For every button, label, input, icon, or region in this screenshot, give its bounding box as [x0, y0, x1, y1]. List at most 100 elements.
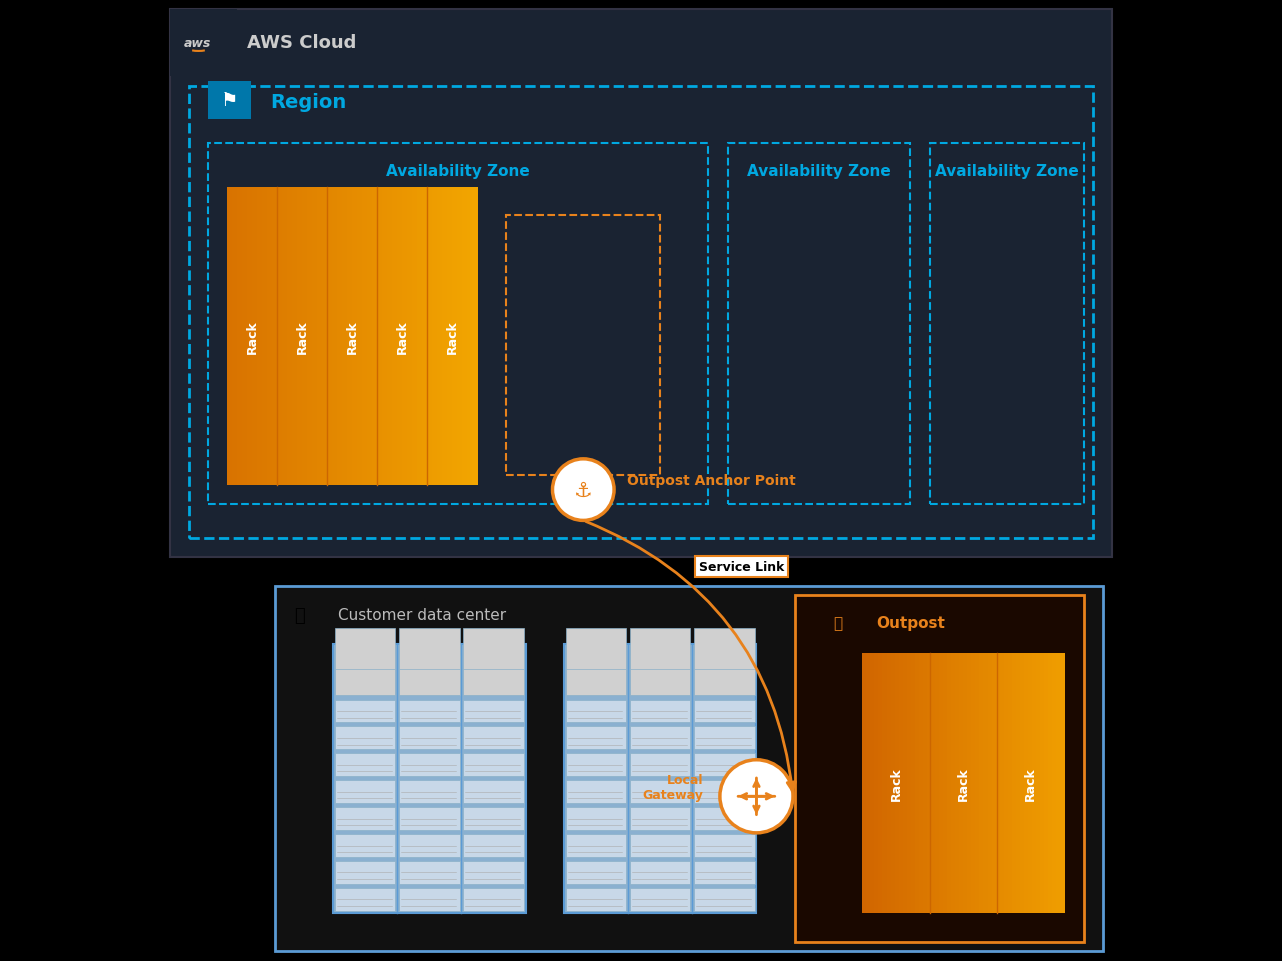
Bar [399, 700, 459, 723]
Bar [923, 653, 928, 913]
Text: Rack: Rack [396, 319, 409, 354]
Bar [1000, 653, 1005, 913]
Bar [463, 861, 523, 884]
Bar [382, 187, 388, 485]
Bar [188, 86, 1094, 538]
Bar [335, 753, 395, 776]
Bar [427, 187, 433, 485]
Bar [795, 596, 1083, 942]
Bar [463, 655, 523, 696]
Bar [335, 888, 395, 911]
Bar [991, 653, 996, 913]
Bar [263, 187, 268, 485]
Text: Service Link: Service Link [699, 560, 785, 574]
Bar [423, 187, 428, 485]
Bar [277, 187, 283, 485]
Text: Outpost: Outpost [877, 615, 946, 630]
Bar [242, 187, 249, 485]
Bar [399, 628, 459, 669]
Bar [629, 780, 691, 803]
Bar [227, 187, 233, 485]
Bar [629, 888, 691, 911]
Bar [399, 727, 459, 750]
Bar [377, 187, 383, 485]
Bar [1008, 653, 1013, 913]
Bar [463, 807, 523, 830]
Bar [947, 653, 953, 913]
Bar [297, 187, 304, 485]
Bar [397, 187, 404, 485]
Bar [1044, 653, 1049, 913]
Bar [335, 727, 395, 750]
Bar [695, 628, 755, 669]
Bar [337, 187, 344, 485]
Text: AWS Cloud: AWS Cloud [246, 35, 356, 52]
Bar [1056, 653, 1061, 913]
Bar [951, 653, 956, 913]
Bar [565, 655, 626, 696]
Bar [565, 753, 626, 776]
Text: ⚓: ⚓ [574, 480, 592, 500]
Bar [268, 187, 273, 485]
Bar [629, 807, 691, 830]
Bar [399, 834, 459, 857]
Bar [1049, 653, 1053, 913]
Bar [1024, 653, 1029, 913]
Bar [442, 187, 449, 485]
Bar [1040, 653, 1045, 913]
Text: Region: Region [271, 93, 347, 112]
Bar [1032, 653, 1037, 913]
Bar [399, 888, 459, 911]
Bar [886, 653, 891, 913]
Bar [437, 187, 444, 485]
Text: Customer data center: Customer data center [338, 607, 506, 623]
Bar [408, 187, 413, 485]
Bar [695, 861, 755, 884]
Bar [938, 653, 944, 913]
Bar [979, 653, 985, 913]
Bar [327, 187, 333, 485]
Bar [695, 727, 755, 750]
Bar [169, 10, 1113, 557]
Bar [565, 727, 626, 750]
Bar [935, 653, 940, 913]
Bar [929, 144, 1083, 505]
Circle shape [553, 459, 614, 521]
Bar [565, 807, 626, 830]
Bar [1020, 653, 1024, 913]
Bar [335, 700, 395, 723]
Bar [944, 653, 949, 913]
Bar [906, 653, 912, 913]
Bar [432, 187, 438, 485]
Bar [447, 187, 454, 485]
Text: 📦: 📦 [833, 615, 842, 630]
Bar [258, 187, 263, 485]
Text: Rack: Rack [890, 766, 903, 801]
Bar [335, 834, 395, 857]
Bar [695, 780, 755, 803]
Circle shape [720, 760, 794, 833]
Text: Rack: Rack [296, 319, 309, 354]
Bar [564, 644, 756, 913]
Bar [335, 628, 395, 669]
Bar [403, 187, 409, 485]
Bar [882, 653, 887, 913]
Bar [874, 653, 879, 913]
Text: Rack: Rack [246, 319, 259, 354]
Bar [1053, 653, 1058, 913]
Bar [282, 187, 288, 485]
Bar [695, 807, 755, 830]
Bar [473, 187, 478, 485]
Bar [959, 653, 964, 913]
FancyArrowPatch shape [586, 522, 796, 791]
Bar [899, 653, 904, 913]
Bar [695, 700, 755, 723]
Bar [399, 655, 459, 696]
Bar [169, 10, 237, 77]
Bar [695, 753, 755, 776]
Bar [895, 653, 900, 913]
Bar [1015, 653, 1020, 913]
Bar [368, 187, 373, 485]
Bar [353, 187, 359, 485]
Bar [955, 653, 960, 913]
